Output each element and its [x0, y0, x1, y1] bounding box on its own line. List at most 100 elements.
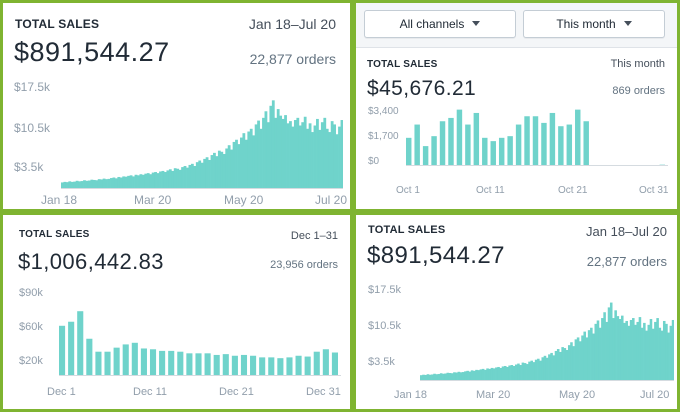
- chart-bar: [587, 330, 591, 381]
- chart-bar: [139, 174, 143, 189]
- chart-bar: [590, 327, 593, 381]
- chart-bar: [422, 146, 429, 166]
- chart-bar: [316, 118, 319, 189]
- chart-bar: [477, 370, 480, 381]
- chart-bar: [470, 370, 474, 381]
- chart-bar: [465, 124, 471, 166]
- chart-bar: [90, 179, 94, 189]
- chart-bar: [268, 357, 275, 376]
- chart-bar: [328, 132, 332, 189]
- chart-bar: [651, 328, 655, 381]
- chart-bar: [579, 341, 582, 381]
- chart-bar: [284, 115, 287, 189]
- chart-bar: [269, 105, 273, 189]
- chart-bar: [581, 335, 584, 381]
- chart-bar: [220, 151, 224, 189]
- chart-bar: [306, 128, 310, 189]
- chart-bar: [528, 361, 531, 381]
- chart-bar: [132, 176, 135, 189]
- chart-bar: [134, 174, 138, 189]
- chart-bar: [129, 175, 133, 189]
- chart-bar: [151, 172, 155, 189]
- chart-bar: [482, 137, 488, 166]
- period-dropdown[interactable]: This month: [523, 10, 665, 38]
- chart-bar: [473, 370, 476, 381]
- chart-bar: [177, 351, 184, 376]
- chart-bar: [510, 365, 514, 381]
- chart-bar: [340, 120, 343, 189]
- chart-bar: [301, 122, 305, 189]
- chart-bar: [195, 162, 199, 189]
- chart-bar: [662, 320, 666, 381]
- chart-bar: [461, 372, 465, 381]
- chart-bar: [433, 373, 436, 381]
- chart-bar: [414, 124, 420, 166]
- chart-bar: [627, 325, 631, 381]
- chart-bar: [435, 374, 439, 381]
- chart-bar: [242, 133, 246, 189]
- chart-bar: [439, 373, 443, 381]
- chart-bar: [240, 354, 248, 376]
- chart-bar: [320, 122, 324, 189]
- chart-bar: [149, 349, 157, 376]
- chart-bar: [645, 330, 648, 381]
- chart-bar: [205, 157, 209, 189]
- chart-bar: [532, 116, 539, 166]
- chart-bar: [643, 322, 646, 381]
- chart-bar: [163, 172, 167, 189]
- sales-bar-chart: [61, 100, 343, 189]
- chart-bar: [563, 348, 567, 381]
- chart-bar: [426, 374, 430, 381]
- chart-bar: [598, 327, 602, 381]
- sales-bar-chart: [59, 311, 341, 376]
- chart-bar: [295, 355, 302, 376]
- chart-bar: [499, 367, 503, 381]
- chart-bar: [276, 109, 280, 189]
- chart-bar: [623, 322, 626, 381]
- filter-toolbar: All channels This month: [356, 3, 677, 48]
- chart-bar: [444, 373, 447, 381]
- channel-dropdown-label: All channels: [399, 17, 465, 31]
- orders-count: 869 orders: [612, 85, 665, 97]
- chart-bar: [208, 159, 211, 189]
- chart-bar: [654, 321, 657, 381]
- chart-bar: [195, 353, 202, 376]
- chart-bar: [330, 121, 334, 189]
- y-tick-label: $60k: [19, 321, 43, 333]
- date-range: Jan 18–Jul 20: [586, 224, 667, 239]
- chart-bar: [78, 181, 81, 189]
- chart-bar: [159, 350, 166, 376]
- chart-bar: [65, 182, 69, 189]
- chart-bar: [266, 122, 270, 189]
- chart-bar: [567, 345, 571, 381]
- chart-bar: [318, 129, 322, 189]
- x-tick-label: Mar 20: [476, 389, 511, 401]
- card-title: TOTAL SALES: [15, 17, 100, 31]
- chevron-down-icon: [472, 21, 481, 27]
- chart-bar: [616, 316, 620, 381]
- channel-dropdown[interactable]: All channels: [364, 10, 516, 38]
- chart-bar: [257, 120, 260, 189]
- chart-bar: [161, 170, 165, 189]
- chart-bar: [80, 181, 84, 189]
- chart-bar: [455, 372, 458, 381]
- chart-bar: [543, 355, 547, 381]
- chart-bar: [154, 172, 157, 189]
- chart-bar: [122, 176, 126, 189]
- chart-bar: [119, 177, 123, 189]
- chart-bar: [127, 175, 131, 189]
- chart-bar: [495, 367, 498, 381]
- chart-bar: [620, 315, 624, 381]
- chart-bar: [231, 355, 238, 376]
- chart-bar: [279, 115, 283, 189]
- chart-bar: [660, 330, 664, 381]
- total-sales-value: $891,544.27: [14, 37, 170, 67]
- chart-bar: [262, 117, 265, 189]
- chart-bar: [95, 351, 102, 376]
- chart-bar: [448, 373, 452, 381]
- chart-bar: [173, 168, 177, 189]
- chart-bar: [281, 118, 285, 189]
- chart-bar: [549, 112, 556, 166]
- chart-bar: [200, 162, 204, 189]
- chart-bar: [537, 358, 540, 381]
